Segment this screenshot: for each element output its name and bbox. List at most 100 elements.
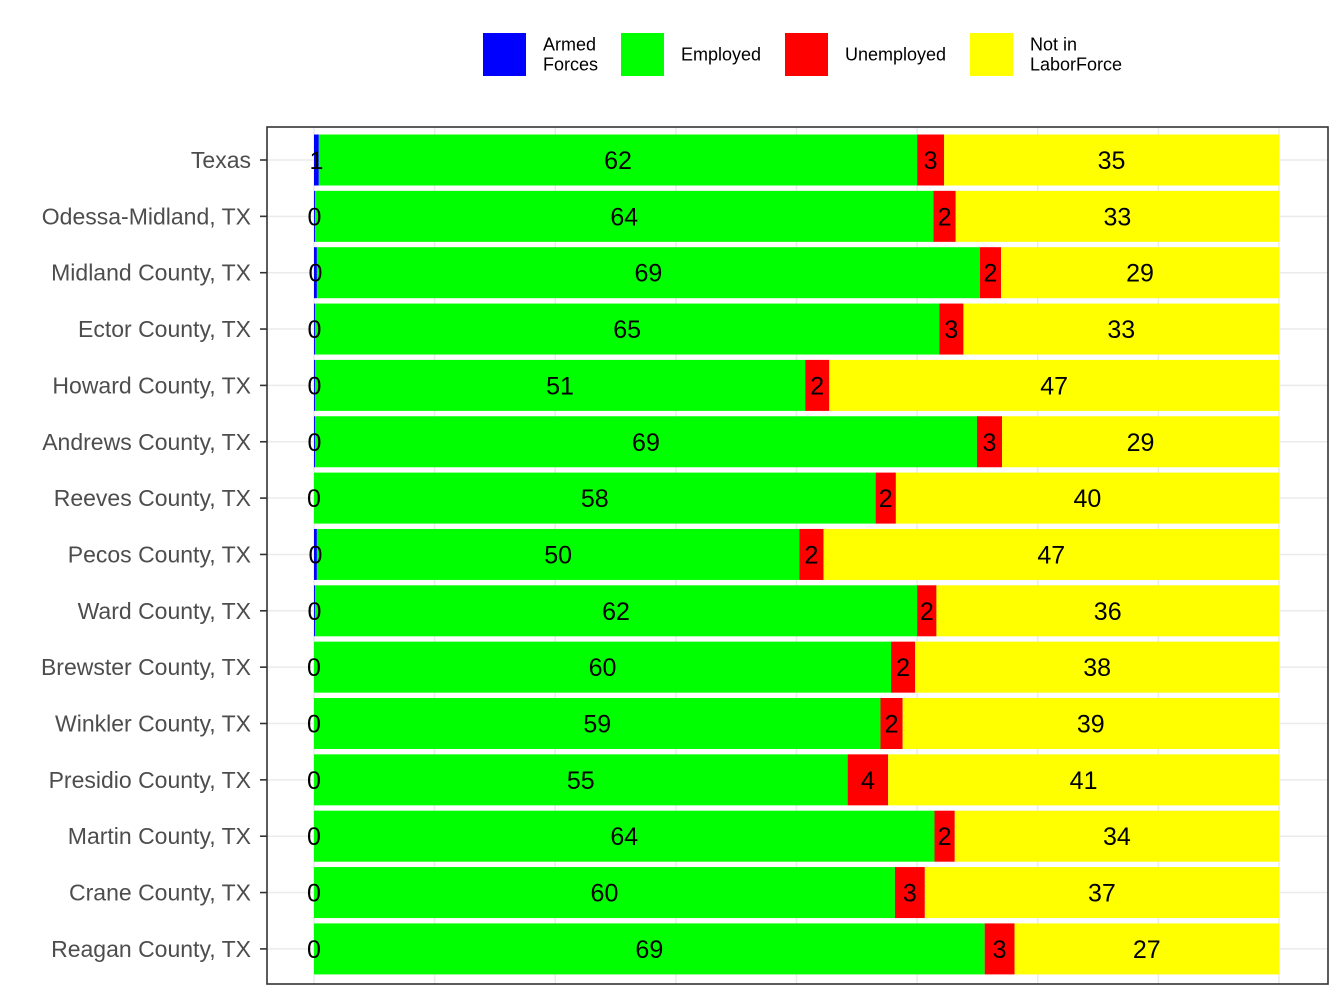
bar-segment-armed-forces (314, 359, 315, 411)
legend-key-unemployed (785, 33, 828, 76)
bar-label-not-in-laborforce: 35 (1098, 147, 1126, 175)
legend-label-employed: Employed (681, 45, 761, 65)
bar-segment-unemployed (805, 359, 830, 411)
bar-label-employed: 60 (591, 880, 619, 908)
bar-segment-employed (316, 528, 800, 580)
bar-labels: 1 62 3 350 64 2 330 69 2 290 65 3 330 51 2 470 69 3 290 58 2… (307, 147, 1161, 964)
bar-segment-armed-forces (314, 134, 319, 186)
bar-label-armed-forces: 0 (308, 316, 322, 344)
legend-label-not-in-laborforce: Not in (1030, 35, 1077, 55)
bar-segment-not-in-laborforce (963, 303, 1279, 355)
bar-label-armed-forces: 0 (307, 485, 321, 513)
bar-segment-not-in-laborforce (924, 867, 1279, 919)
bar-segment-armed-forces (314, 190, 315, 242)
bar-label-not-in-laborforce: 29 (1126, 260, 1154, 288)
bar-label-unemployed: 2 (896, 654, 910, 682)
bar-label-employed: 65 (613, 316, 641, 344)
bar-segment-armed-forces (314, 247, 317, 299)
bar-segment-unemployed (979, 247, 1002, 299)
bar-segment-employed (314, 303, 940, 355)
bar-label-employed: 62 (602, 598, 630, 626)
bar-segment-unemployed (934, 810, 955, 862)
bar-label-unemployed: 3 (903, 880, 917, 908)
bar-segment-unemployed (917, 585, 937, 637)
bar-segment-armed-forces (314, 585, 315, 637)
bar-label-employed: 55 (567, 767, 595, 795)
bar-label-unemployed: 2 (920, 598, 934, 626)
bar-segment-employed (314, 810, 935, 862)
bar-label-armed-forces: 0 (307, 654, 321, 682)
bar-label-employed: 64 (610, 823, 638, 851)
y-tick-label: Odessa-Midland, TX (42, 203, 251, 229)
bar-label-not-in-laborforce: 47 (1040, 372, 1068, 400)
bar-segment-unemployed (933, 190, 956, 242)
bar-segment-employed (314, 359, 806, 411)
bar-segment-employed (314, 641, 892, 693)
legend-key-not-in-laborforce (970, 33, 1013, 76)
bar-label-not-in-laborforce: 36 (1094, 598, 1122, 626)
bar-label-armed-forces: 0 (307, 936, 321, 964)
bar-label-armed-forces: 0 (308, 203, 322, 231)
y-tick-label: Crane County, TX (69, 880, 251, 906)
y-tick-label: Ward County, TX (78, 598, 251, 624)
bar-label-unemployed: 2 (984, 260, 998, 288)
bar-segment-employed (314, 585, 918, 637)
y-tick-label: Reagan County, TX (51, 936, 251, 962)
bar-label-employed: 69 (634, 260, 662, 288)
bar-label-not-in-laborforce: 39 (1077, 711, 1105, 739)
legend-key-employed (621, 33, 664, 76)
bar-segment-not-in-laborforce (915, 641, 1279, 693)
bar-label-unemployed: 3 (944, 316, 958, 344)
bar-segment-unemployed (847, 754, 889, 806)
bar-label-employed: 69 (632, 429, 660, 457)
bar-segment-unemployed (939, 303, 964, 355)
bar-label-armed-forces: 0 (308, 429, 322, 457)
bar-label-not-in-laborforce: 37 (1088, 880, 1116, 908)
bar-label-employed: 62 (604, 147, 632, 175)
legend-label-armed-forces: Armed (543, 35, 596, 55)
bar-segment-unemployed (891, 641, 916, 693)
y-tick-label: Martin County, TX (68, 823, 251, 849)
y-tick-label: Texas (191, 147, 251, 173)
y-tick-label: Midland County, TX (51, 260, 251, 286)
bar-label-not-in-laborforce: 40 (1074, 485, 1102, 513)
bar-segment-armed-forces (314, 528, 317, 580)
y-tick-label: Pecos County, TX (68, 541, 251, 567)
bar-segment-unemployed (976, 416, 1003, 468)
bar-label-not-in-laborforce: 27 (1133, 936, 1161, 964)
bar-segment-employed (314, 754, 848, 806)
y-tick-label: Winkler County, TX (55, 711, 251, 737)
bar-label-unemployed: 3 (993, 936, 1007, 964)
bars (314, 134, 1279, 975)
bar-label-employed: 50 (544, 541, 572, 569)
bar-label-not-in-laborforce: 29 (1127, 429, 1155, 457)
bar-segment-not-in-laborforce (954, 810, 1279, 862)
bar-segment-employed (314, 923, 985, 975)
bar-segment-unemployed (880, 698, 903, 749)
bar-label-armed-forces: 0 (307, 823, 321, 851)
bar-label-unemployed: 2 (938, 203, 952, 231)
y-tick-label: Ector County, TX (78, 316, 251, 342)
y-tick-label: Andrews County, TX (42, 429, 251, 455)
bar-segment-unemployed (894, 867, 925, 919)
bar-segment-unemployed (984, 923, 1015, 975)
y-axis: Texas Odessa-Midland, TX Midland County, T… (41, 147, 267, 962)
bar-label-unemployed: 2 (879, 485, 893, 513)
bar-label-employed: 58 (581, 485, 609, 513)
bar-label-employed: 64 (610, 203, 638, 231)
bar-segment-employed (314, 698, 881, 749)
bar-label-armed-forces: 1 (309, 147, 323, 175)
bar-label-not-in-laborforce: 41 (1070, 767, 1098, 795)
bar-segment-employed (314, 867, 895, 919)
legend-key-armed-forces (483, 33, 526, 76)
bar-segment-employed (314, 190, 934, 242)
bar-label-unemployed: 2 (938, 823, 952, 851)
bar-segment-unemployed (799, 528, 824, 580)
bar-label-armed-forces: 0 (308, 541, 322, 569)
bar-label-unemployed: 3 (924, 147, 938, 175)
bar-segment-employed (316, 247, 980, 299)
bar-segment-not-in-laborforce (888, 754, 1279, 806)
